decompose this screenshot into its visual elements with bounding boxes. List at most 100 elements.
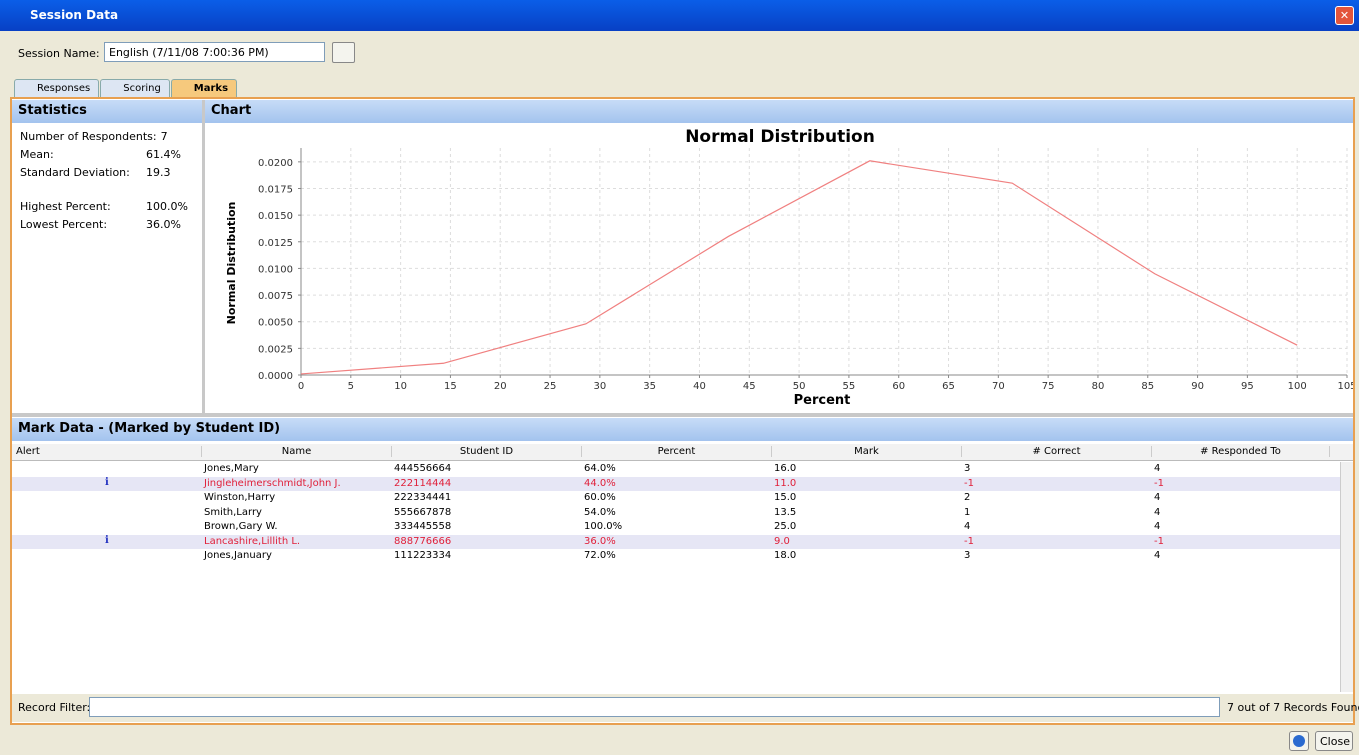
table-cell: 444556664 bbox=[394, 463, 452, 474]
x-tick-label: 40 bbox=[693, 381, 706, 392]
tab[interactable]: Responses bbox=[14, 79, 100, 97]
x-tick-label: 15 bbox=[444, 381, 457, 392]
y-tick-label: 0.0050 bbox=[258, 318, 293, 329]
x-tick-label: 35 bbox=[643, 381, 656, 392]
table-cell: 4 bbox=[1154, 550, 1161, 561]
session-input[interactable]: English (7/11/08 7:00:36 PM) bbox=[104, 42, 325, 62]
table-cell: -1 bbox=[964, 535, 974, 547]
tab[interactable]: Marks bbox=[170, 79, 238, 97]
table-row[interactable]: Brown,Gary W. 333445558 100.0% 25.0 4 4 bbox=[12, 520, 1340, 535]
table-cell: Jingleheimerschmidt,John J. bbox=[204, 477, 341, 489]
column-header[interactable]: # Correct bbox=[962, 446, 1152, 457]
session-button[interactable] bbox=[332, 42, 355, 63]
table-cell: 4 bbox=[1154, 492, 1161, 503]
x-tick-label: 5 bbox=[348, 381, 354, 392]
column-header[interactable]: # Responded To bbox=[1152, 446, 1330, 457]
column-header[interactable]: Percent bbox=[582, 446, 772, 457]
stat-value: 100.0% bbox=[146, 200, 188, 213]
table-cell: 18.0 bbox=[774, 550, 797, 561]
y-tick-label: 0.0200 bbox=[258, 158, 293, 169]
table-cell: 4 bbox=[1154, 506, 1161, 518]
stat-row: Highest Percent: 100.0% bbox=[20, 200, 200, 218]
table-cell: 11.0 bbox=[774, 477, 797, 489]
splitter bbox=[202, 100, 205, 413]
x-tick-label: 10 bbox=[394, 381, 407, 392]
table-cell: 54.0% bbox=[584, 506, 616, 518]
statistics: Number of Respondents: 7 Mean: 61.4% Standar… bbox=[20, 130, 200, 236]
table-cell: Winston,Harry bbox=[204, 492, 276, 503]
table-row[interactable]: i Lancashire,Lillith L. 888776666 36.0% 9.0 -… bbox=[12, 534, 1340, 549]
table-cell: 13.5 bbox=[774, 506, 797, 518]
y-tick-label: 0.0025 bbox=[258, 344, 293, 355]
line-series bbox=[300, 160, 1298, 375]
x-tick-label: 0 bbox=[298, 381, 304, 392]
mark-data-header: Mark Data - (Marked by Student ID) bbox=[12, 418, 1353, 441]
table-cell: 222334441 bbox=[394, 492, 452, 503]
table-cell: 2 bbox=[964, 492, 971, 503]
x-tick-label: 20 bbox=[494, 381, 507, 392]
y-tick-label: 0.0150 bbox=[258, 211, 293, 222]
y-tick-label: 0.0125 bbox=[258, 238, 293, 249]
table-cell: 4 bbox=[1154, 463, 1161, 474]
column-header[interactable]: Alert bbox=[12, 446, 202, 457]
chart-header: Chart bbox=[205, 100, 1353, 123]
x-tick-label: 70 bbox=[992, 381, 1005, 392]
table-cell: Brown,Gary W. bbox=[204, 521, 278, 532]
close-window-button[interactable]: ✕ bbox=[1335, 6, 1354, 25]
y-tick-label: 0.0075 bbox=[258, 291, 293, 302]
table-cell: Jones,Mary bbox=[204, 463, 259, 474]
scrollbar[interactable] bbox=[1340, 462, 1353, 692]
stat-value: 19.3 bbox=[146, 166, 171, 179]
plot-area bbox=[301, 148, 1347, 375]
filter-input[interactable] bbox=[89, 697, 1220, 717]
stat-label: Mean: bbox=[20, 148, 54, 161]
record-count: 7 out of 7 Records Found bbox=[1227, 701, 1359, 714]
table-cell: Smith,Larry bbox=[204, 506, 262, 518]
stat-row: Mean: 61.4% bbox=[20, 148, 200, 166]
tab[interactable]: Scoring bbox=[100, 79, 170, 97]
x-tick-label: 50 bbox=[793, 381, 806, 392]
table-cell: 15.0 bbox=[774, 492, 797, 503]
table-cell: -1 bbox=[964, 477, 974, 489]
x-tick-label: 75 bbox=[1042, 381, 1055, 392]
close-button[interactable]: Close bbox=[1315, 731, 1353, 751]
table-cell: 4 bbox=[964, 521, 971, 532]
table-cell: 888776666 bbox=[394, 535, 452, 547]
table-row[interactable]: Jones,Mary 444556664 64.0% 16.0 3 4 bbox=[12, 462, 1340, 477]
x-tick-label: 30 bbox=[593, 381, 606, 392]
help-button[interactable] bbox=[1289, 731, 1309, 751]
stat-label: Highest Percent: bbox=[20, 200, 111, 213]
table-cell: 60.0% bbox=[584, 492, 616, 503]
table-row[interactable]: Winston,Harry 222334441 60.0% 15.0 2 4 bbox=[12, 491, 1340, 506]
x-tick-label: 60 bbox=[892, 381, 905, 392]
column-header[interactable]: Name bbox=[202, 446, 392, 457]
table-row[interactable]: i Jingleheimerschmidt,John J. 222114444 44.… bbox=[12, 476, 1340, 491]
table-cell: 222114444 bbox=[394, 477, 452, 489]
table-row[interactable]: Smith,Larry 555667878 54.0% 13.5 1 4 bbox=[12, 506, 1340, 521]
x-tick-label: 95 bbox=[1241, 381, 1254, 392]
table-cell: 72.0% bbox=[584, 550, 616, 561]
y-tick-label: 0.0000 bbox=[258, 371, 293, 382]
x-tick-label: 100 bbox=[1288, 381, 1307, 392]
table-cell: 36.0% bbox=[584, 535, 616, 547]
alert-icon: i bbox=[105, 476, 109, 488]
x-axis-label: Percent bbox=[794, 393, 851, 408]
table-cell: 555667878 bbox=[394, 506, 452, 518]
title-bar: Session Data bbox=[0, 0, 1359, 31]
x-tick-label: 55 bbox=[843, 381, 856, 392]
table-cell: 100.0% bbox=[584, 521, 623, 532]
column-header[interactable]: Mark bbox=[772, 446, 962, 457]
table-body: Jones,Mary 444556664 64.0% 16.0 3 4 i Jinglehei… bbox=[12, 462, 1340, 692]
stat-label: Lowest Percent: bbox=[20, 218, 108, 231]
table-row[interactable]: Jones,January 111223334 72.0% 18.0 3 4 bbox=[12, 549, 1340, 564]
table-cell: 333445558 bbox=[394, 521, 452, 532]
window-title: Session Data bbox=[30, 8, 119, 22]
session-label: Session Name: bbox=[18, 47, 100, 60]
x-tick-label: 105 bbox=[1337, 381, 1353, 392]
tabs: Responses Scoring Marks bbox=[14, 79, 238, 97]
stat-label: Standard Deviation: bbox=[20, 166, 130, 179]
table-cell: 1 bbox=[964, 506, 971, 518]
column-header[interactable]: Student ID bbox=[392, 446, 582, 457]
stat-row: Lowest Percent: 36.0% bbox=[20, 218, 200, 236]
